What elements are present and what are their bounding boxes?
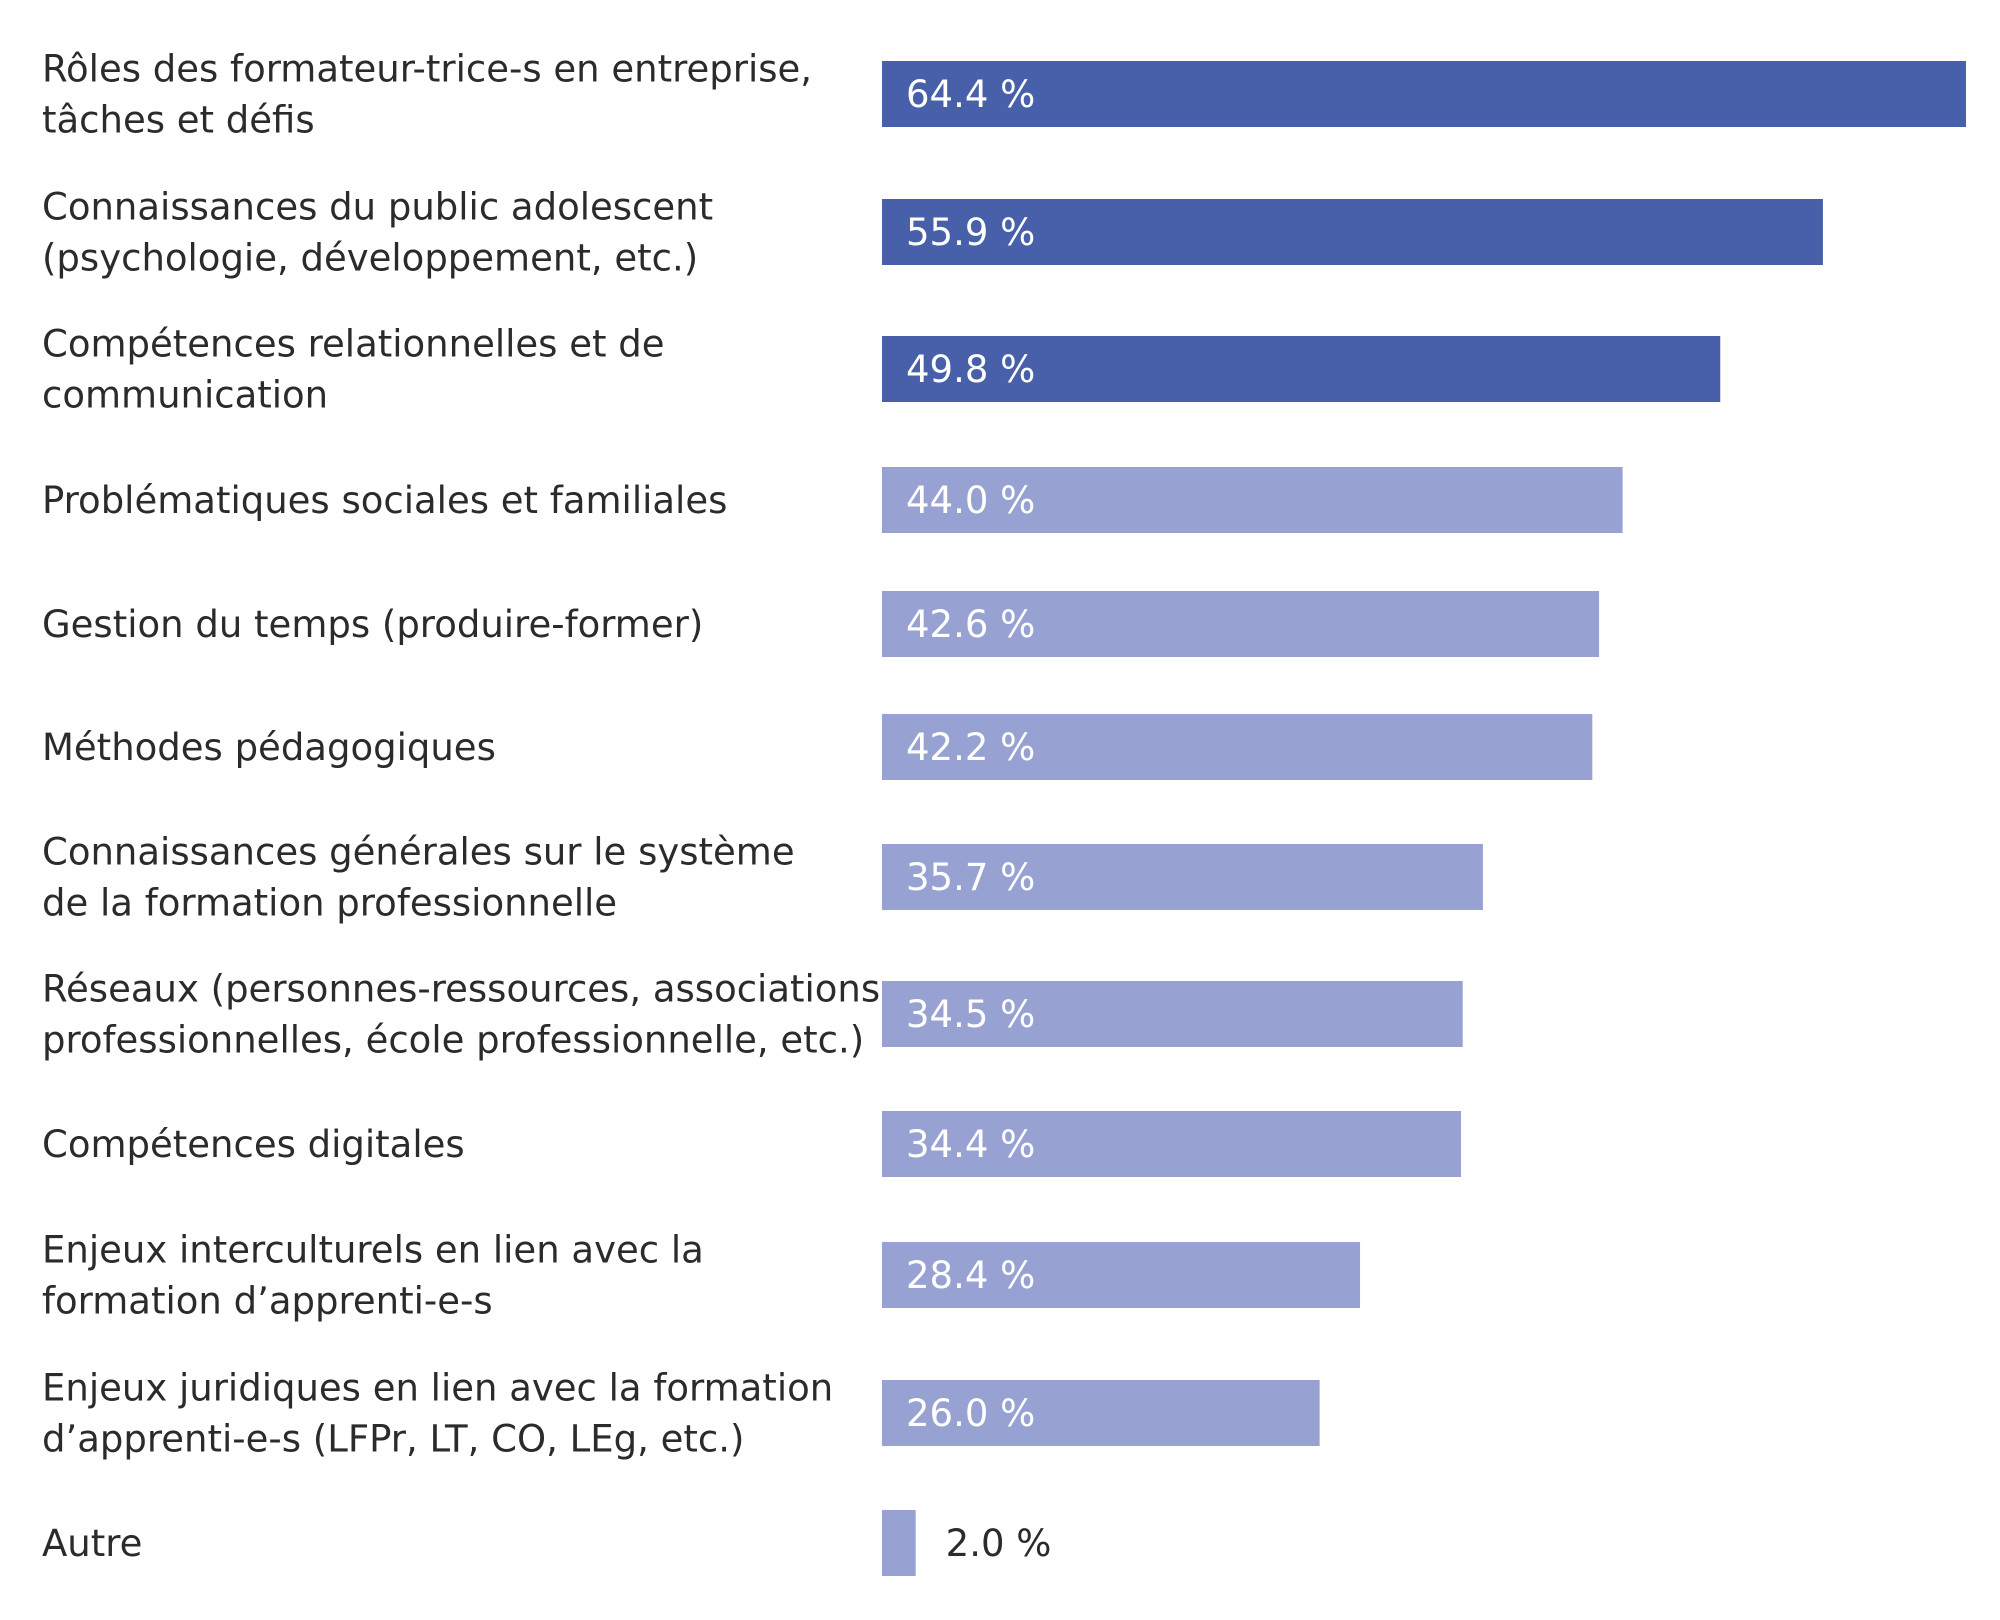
bar <box>882 1510 916 1576</box>
data-label: 64.4 % <box>906 73 1035 116</box>
bar <box>882 1242 1361 1308</box>
bar <box>882 467 1623 533</box>
data-label: 55.9 % <box>906 211 1035 254</box>
bar <box>882 1380 1320 1446</box>
category-label: Compétences relationnelles et de communic… <box>42 323 664 417</box>
data-label: 26.0 % <box>906 1392 1035 1435</box>
category-label: Problématiques sociales et familiales <box>42 479 727 522</box>
category-label: Compétences digitales <box>42 1123 465 1166</box>
category-label: Rôles des formateur-trice-s en entrepris… <box>42 48 812 142</box>
data-label: 2.0 % <box>946 1522 1052 1565</box>
data-label: 42.2 % <box>906 726 1035 769</box>
data-label: 44.0 % <box>906 479 1035 522</box>
category-label: Enjeux interculturels en lien avec la for… <box>42 1229 704 1323</box>
category-label: Connaissances du public adolescent (psych… <box>42 186 713 280</box>
category-label: Connaissances générales sur le système de… <box>42 831 795 925</box>
bar <box>882 1111 1462 1177</box>
bar <box>882 844 1483 910</box>
bar <box>882 336 1721 402</box>
data-label: 49.8 % <box>906 348 1035 391</box>
data-label: 35.7 % <box>906 856 1035 899</box>
category-label: Autre <box>42 1522 142 1565</box>
category-label: Enjeux juridiques en lien avec la format… <box>42 1367 833 1461</box>
data-label: 34.4 % <box>906 1123 1035 1166</box>
data-label: 34.5 % <box>906 993 1035 1036</box>
bar <box>882 61 1966 127</box>
bar <box>882 199 1823 265</box>
category-label: Gestion du temps (produire-former) <box>42 603 703 646</box>
category-label: Méthodes pédagogiques <box>42 726 496 769</box>
data-label: 28.4 % <box>906 1254 1035 1297</box>
bar <box>882 591 1600 657</box>
data-label: 42.6 % <box>906 603 1035 646</box>
bar <box>882 981 1463 1047</box>
category-label: Réseaux (personnes-ressources, associati… <box>42 968 880 1062</box>
bar <box>882 714 1593 780</box>
